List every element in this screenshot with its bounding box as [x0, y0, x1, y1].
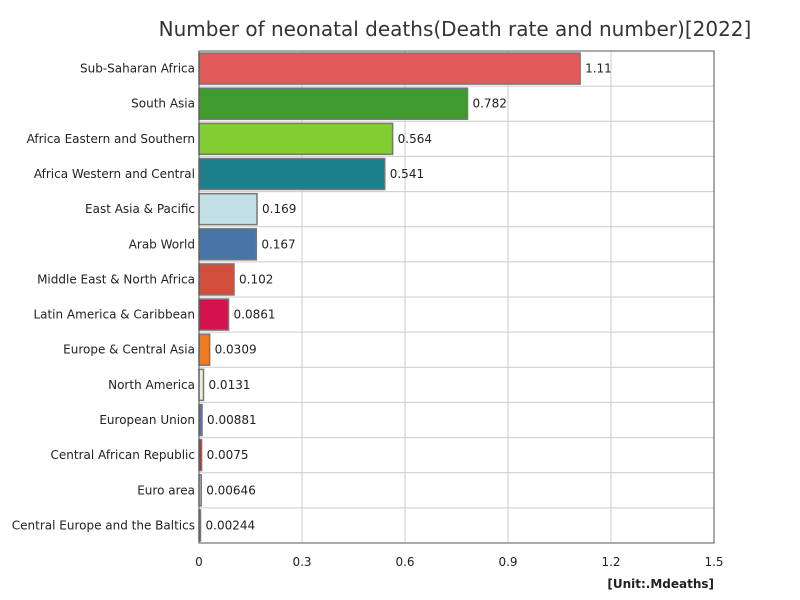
value-label-1: 0.782	[472, 97, 506, 111]
category-label-0: Sub-Saharan Africa	[80, 62, 195, 76]
category-label-3: Africa Western and Central	[34, 167, 195, 181]
x-tick-label-1: 0.3	[292, 555, 311, 569]
value-label-6: 0.102	[239, 272, 273, 286]
value-label-7: 0.0861	[234, 308, 276, 322]
x-tick-label-5: 1.5	[704, 555, 723, 569]
bar-5	[198, 228, 258, 261]
category-label-7: Latin America & Caribbean	[33, 308, 195, 322]
value-label-5: 0.167	[261, 237, 295, 251]
value-label-4: 0.169	[262, 202, 296, 216]
bar-0	[198, 52, 581, 85]
category-label-6: Middle East & North Africa	[37, 272, 195, 286]
x-tick-label-2: 0.6	[395, 555, 414, 569]
value-labels: 1.11 0.782 0.564 0.541 0.169 0.167 0.102 0.0861…	[206, 62, 612, 533]
value-label-10: 0.00881	[207, 413, 257, 427]
category-labels: Sub-Saharan Africa South Asia Africa Easte…	[12, 62, 195, 533]
value-label-8: 0.0309	[215, 343, 257, 357]
category-label-9: North America	[108, 378, 195, 392]
category-label-8: Europe & Central Asia	[63, 343, 195, 357]
category-label-13: Central Europe and the Baltics	[12, 518, 195, 532]
bars	[198, 52, 581, 542]
category-label-10: European Union	[99, 413, 195, 427]
x-axis-ticks: 0 0.3 0.6 0.9 1.2 1.5	[195, 555, 723, 569]
x-tick-label-0: 0	[195, 555, 203, 569]
value-label-12: 0.00646	[206, 483, 256, 497]
category-label-2: Africa Eastern and Southern	[27, 132, 195, 146]
category-label-5: Arab World	[129, 237, 195, 251]
category-label-11: Central African Republic	[51, 448, 195, 462]
category-label-12: Euro area	[137, 483, 195, 497]
bar-1	[198, 87, 469, 120]
bar-8	[198, 333, 211, 366]
value-label-3: 0.541	[390, 167, 424, 181]
x-tick-label-4: 1.2	[601, 555, 620, 569]
x-tick-label-3: 0.9	[498, 555, 517, 569]
bar-3	[198, 157, 386, 191]
value-label-9: 0.0131	[208, 378, 250, 392]
unit-label: [Unit:.Mdeaths]	[607, 577, 714, 591]
bar-7	[198, 298, 230, 331]
category-label-1: South Asia	[131, 97, 195, 111]
value-label-0: 1.11	[585, 62, 612, 76]
category-label-4: East Asia & Pacific	[85, 202, 195, 216]
plot-frame	[198, 50, 715, 544]
bar-4	[198, 192, 258, 226]
value-label-11: 0.0075	[207, 448, 249, 462]
value-label-13: 0.00244	[206, 518, 256, 532]
bar-6	[198, 263, 235, 296]
chart-title: Number of neonatal deaths(Death rate and…	[159, 17, 752, 41]
bar-2	[198, 122, 394, 156]
bar-9	[198, 368, 205, 402]
value-label-2: 0.564	[398, 132, 432, 146]
